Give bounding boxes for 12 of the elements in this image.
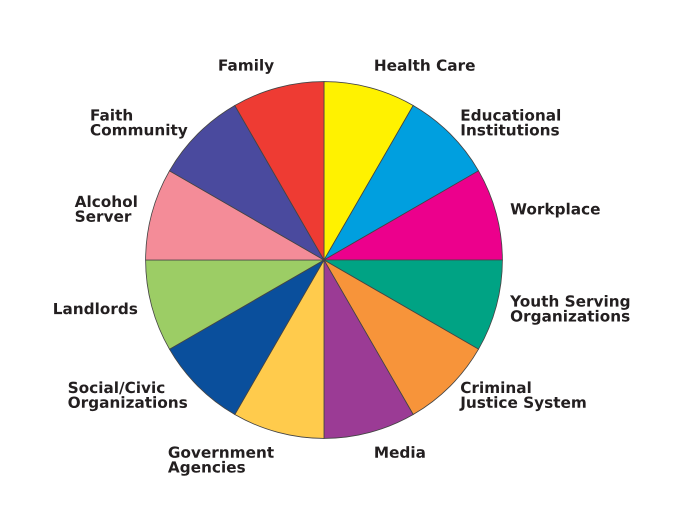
slice-label: Faith Community: [90, 108, 188, 139]
slice-label: Landlords: [54, 302, 138, 314]
slice-label: Health Care: [375, 59, 475, 71]
slice-label: Media: [375, 446, 425, 458]
slice-label: Workplace: [510, 202, 600, 218]
slice-label: Alcohol Server: [74, 195, 137, 222]
slice-label: Government Agencies: [168, 446, 274, 476]
slice-label: Educational Institutions: [462, 108, 560, 136]
slice-label: Family: [219, 58, 274, 74]
slice-label: Criminal Justice System: [459, 381, 586, 412]
slice-label: Youth Serving Organizations: [510, 294, 630, 325]
slice-label: Social/Civic Organizations: [68, 381, 188, 412]
